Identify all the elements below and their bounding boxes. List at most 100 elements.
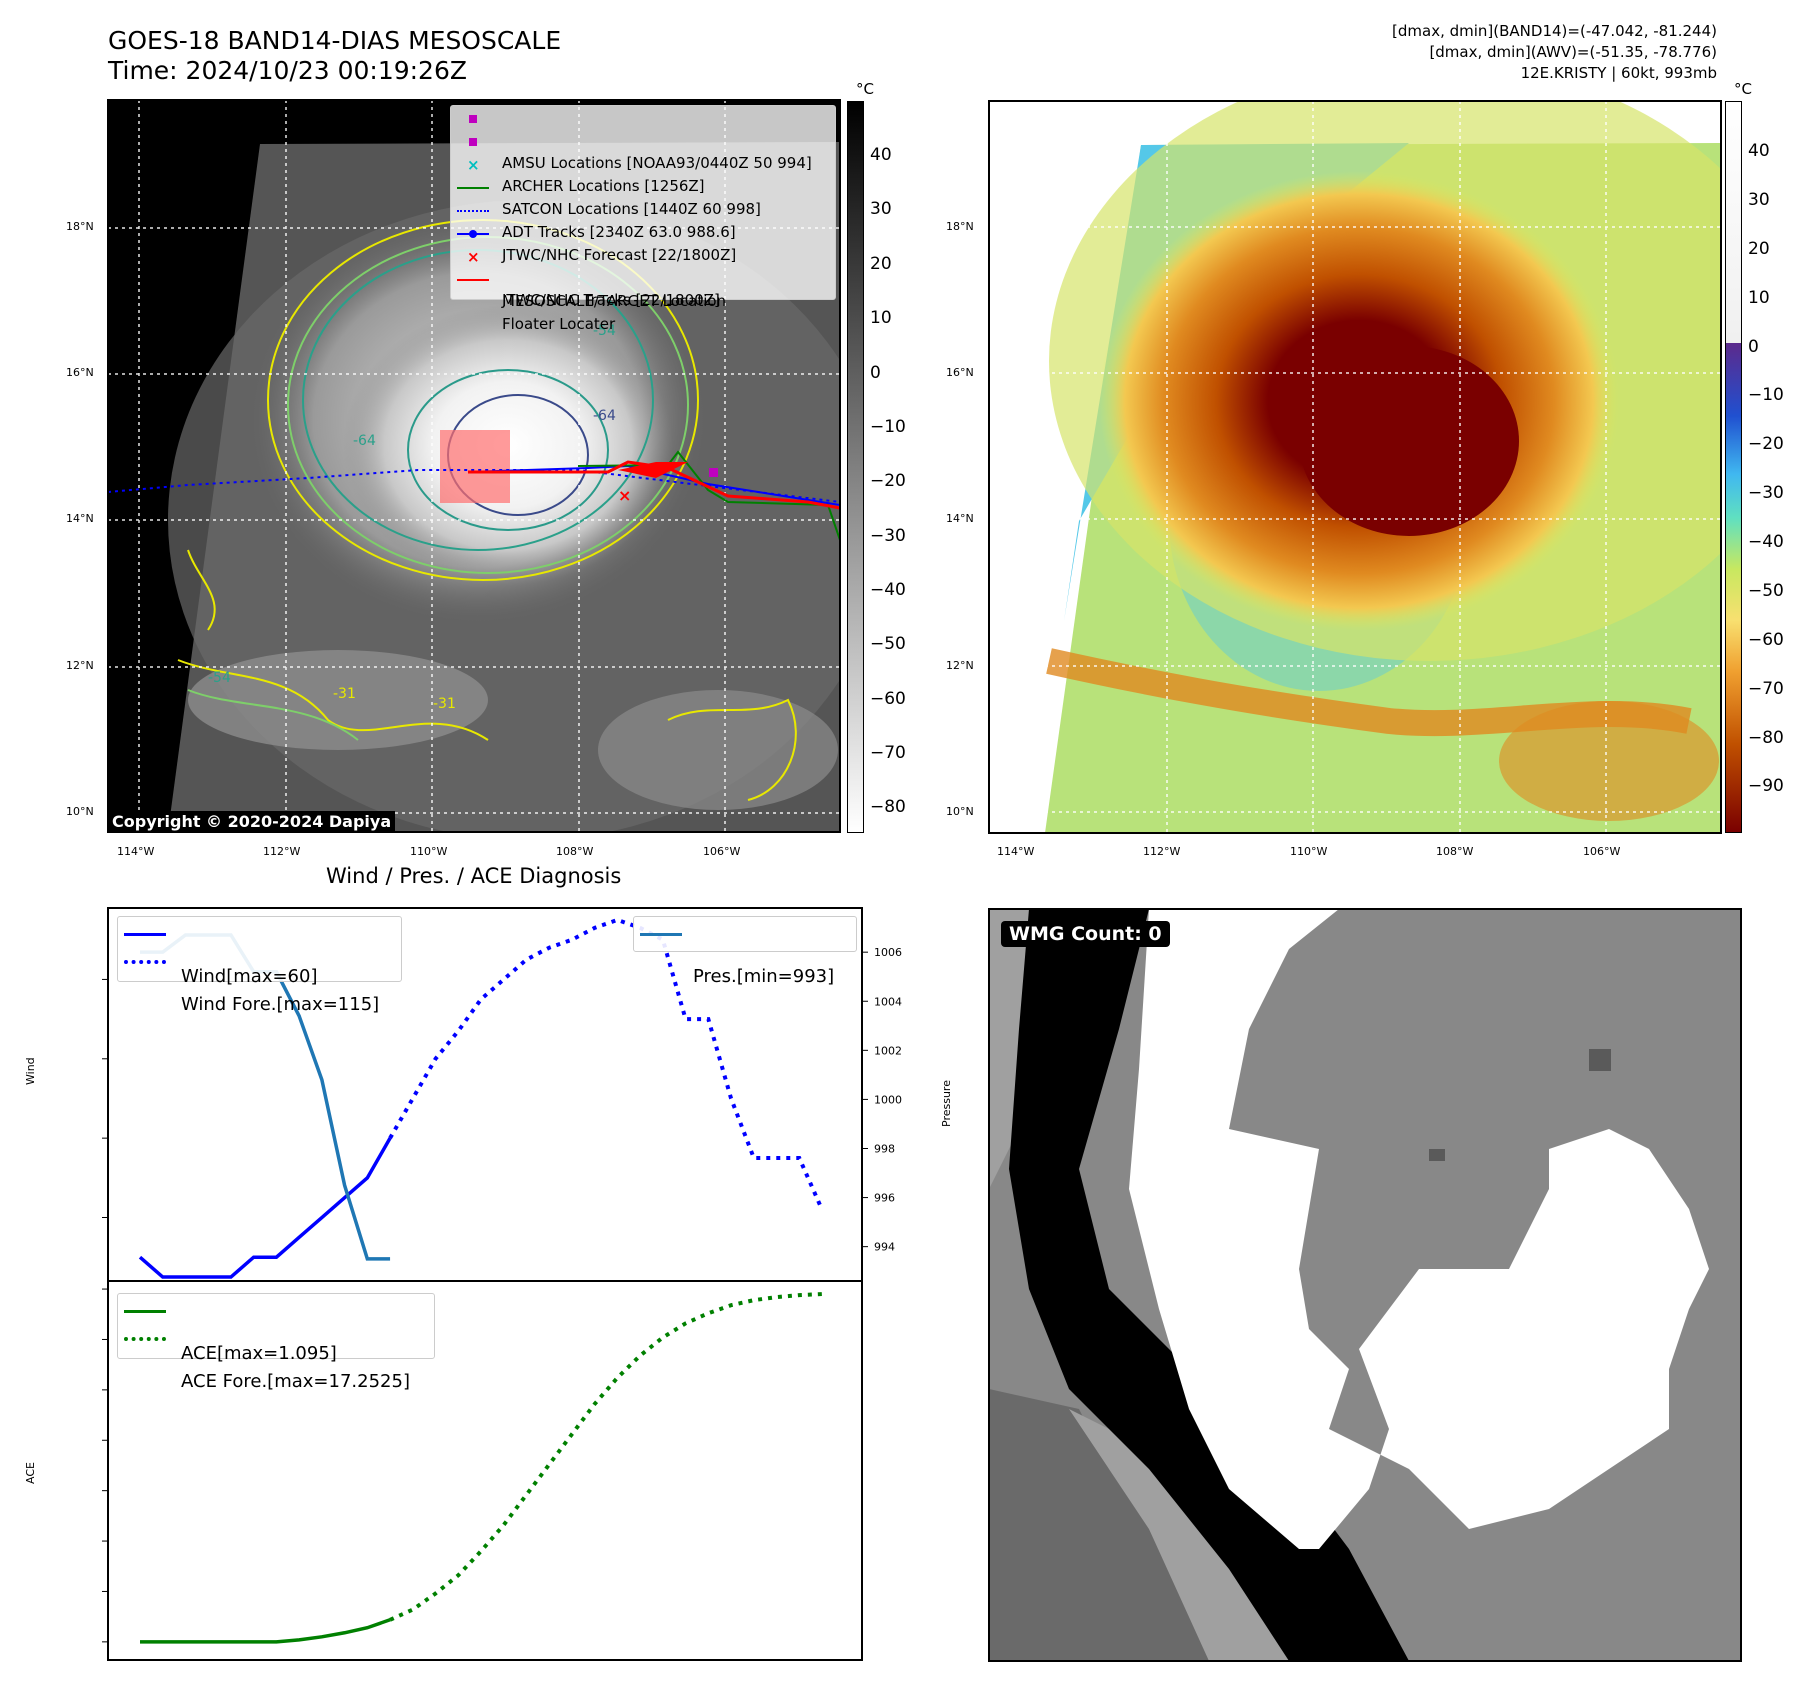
copyright-label: Copyright © 2020-2024 Dapiya [108,811,396,832]
awv-colorbar-tick: 40 [1748,141,1770,161]
series-line-ace [140,1618,391,1644]
legend-item-pressure: Pres.[min=993] [634,922,834,987]
pressure-ytick-label: 994 [874,1241,895,1254]
ir-colorbar-tick: −70 [870,743,906,763]
awv-lat-label: 16°N [946,366,974,379]
wmg-frame [988,908,1742,1662]
legend-item-tracks: JTWC/NHC Tracks [22/1800Z] [451,223,720,309]
awv-colorbar-tick: 30 [1748,190,1770,210]
ir-map-image: -54 -64 -64 -54 -31 -31 × [108,100,840,832]
awv-range: [dmax, dmin](AWV)=(-51.35, -78.776) [1429,43,1717,61]
contour-label: -31 [433,696,456,712]
pressure-ytick-label: 1004 [874,995,902,1008]
awv-map-panel [989,101,1721,833]
awv-colorbar [1725,101,1742,833]
legend-item-ace: ACE[max=1.095] [118,1299,337,1364]
ir-lon-label: 108°W [556,845,594,858]
awv-colorbar-tick: −80 [1748,728,1784,748]
wind-legend: Wind[max=60] Wind Fore.[max=115] [117,916,402,1015]
contour-label: -31 [333,686,356,702]
ir-map-frame [107,99,841,833]
ir-lon-label: 110°W [410,845,448,858]
ir-colorbar-tick: 10 [870,308,892,328]
awv-colorbar-unit: °C [1734,80,1752,98]
ir-colorbar-tick: −30 [870,526,906,546]
ir-colorbar-tick: 40 [870,145,892,165]
pressure-ytick-label: 1006 [874,946,902,959]
ir-colorbar-tick: −20 [870,471,906,491]
ir-lat-label: 10°N [66,805,94,818]
ir-colorbar-tick: 20 [870,254,892,274]
ace-legend: ACE[max=1.095] ACE Fore.[max=17.2525] [117,1293,435,1392]
awv-colorbar-tick: 10 [1748,288,1770,308]
legend-item-wind-forecast: Wind Fore.[max=115] [118,950,379,1015]
ir-colorbar-tick: −60 [870,689,906,709]
ir-colorbar-tick: −50 [870,634,906,654]
contour-label: -64 [353,433,376,449]
ir-lon-label: 106°W [703,845,741,858]
awv-colorbar-tick: −20 [1748,434,1784,454]
time-title: Time: 2024/10/23 00:19:26Z [108,56,467,85]
ir-colorbar-tick: 30 [870,199,892,219]
ir-lat-label: 18°N [66,220,94,233]
legend-item-forecast: JTWC/NHC Forecast [22/1800Z] [451,200,736,264]
ir-lat-label: 12°N [66,659,94,672]
awv-colorbar-tick: −90 [1748,776,1784,796]
awv-colorbar-tick: −60 [1748,630,1784,650]
diagnosis-title: Wind / Pres. / ACE Diagnosis [326,864,622,888]
legend-item-archer: ARCHER Locations [1256Z] [451,131,705,195]
band14-range: [dmax, dmin](BAND14)=(-47.042, -81.244) [1392,22,1717,40]
awv-lon-label: 110°W [1290,845,1328,858]
awv-lat-label: 14°N [946,512,974,525]
awv-lat-label: 18°N [946,220,974,233]
wmg-count-badge: WMG Count: 0 [1001,921,1170,947]
awv-lon-label: 112°W [1143,845,1181,858]
wmg-image [989,909,1709,1661]
ir-lat-label: 14°N [66,512,94,525]
ir-colorbar-unit: °C [856,80,874,98]
main-title: GOES-18 BAND14-DIAS MESOSCALE [108,26,562,55]
awv-colorbar-tick: −30 [1748,483,1784,503]
ir-colorbar-tick: 0 [870,363,881,383]
pressure-ytick-label: 1002 [874,1044,902,1057]
ir-map-legend: AMSU Locations [NOAA93/0440Z 50 994] ARC… [450,105,836,333]
pressure-ytick-label: 1000 [874,1093,902,1106]
series-line-wind-forecast [388,917,824,1211]
ace-ylabel: ACE [24,1462,37,1484]
contour-label: -64 [593,408,616,424]
awv-colorbar-tick: 0 [1748,337,1759,357]
svg-text:×: × [618,486,631,505]
awv-lon-label: 114°W [997,845,1035,858]
ir-lat-label: 16°N [66,366,94,379]
wind-ylabel: Wind [24,1057,37,1085]
awv-map-image [989,101,1721,833]
pressure-ytick-label: 996 [874,1192,895,1205]
awv-lat-label: 12°N [946,659,974,672]
ir-lon-label: 112°W [263,845,301,858]
series-line-ace-forecast [389,1292,823,1622]
contour-label: -54 [593,323,616,339]
legend-item-satcon: × SATCON Locations [1440Z 60 998] [467,156,761,218]
ir-lon-label: 114°W [117,845,155,858]
ir-colorbar [847,101,864,833]
awv-map-frame [988,100,1722,834]
ir-colorbar-tick: −40 [870,580,906,600]
ir-colorbar-tick: −10 [870,417,906,437]
legend-item-wind: Wind[max=60] [118,922,318,987]
legend-item-ace-forecast: ACE Fore.[max=17.2525] [118,1327,410,1392]
awv-lon-label: 106°W [1583,845,1621,858]
storm-info: 12E.KRISTY | 60kt, 993mb [1520,64,1717,82]
ace-chart: 17.515.012.510.07.55.02.50.0 [102,1280,863,1661]
awv-colorbar-tick: −50 [1748,581,1784,601]
legend-item-floater: Floater Locater [451,269,615,333]
wmg-panel: WMG Count: 0 [989,909,1741,1661]
contour-label: -54 [208,670,231,686]
pressure-ylabel: Pressure [940,1080,953,1127]
awv-lon-label: 108°W [1436,845,1474,858]
awv-colorbar-tick: −10 [1748,385,1784,405]
legend-item-target: × MESOSCALE/TARGET Location [467,248,727,310]
legend-item-amsu: AMSU Locations [NOAA93/0440Z 50 994] [451,108,812,172]
awv-colorbar-tick: −40 [1748,532,1784,552]
awv-colorbar-tick: −70 [1748,679,1784,699]
ir-colorbar-tick: −80 [870,797,906,817]
